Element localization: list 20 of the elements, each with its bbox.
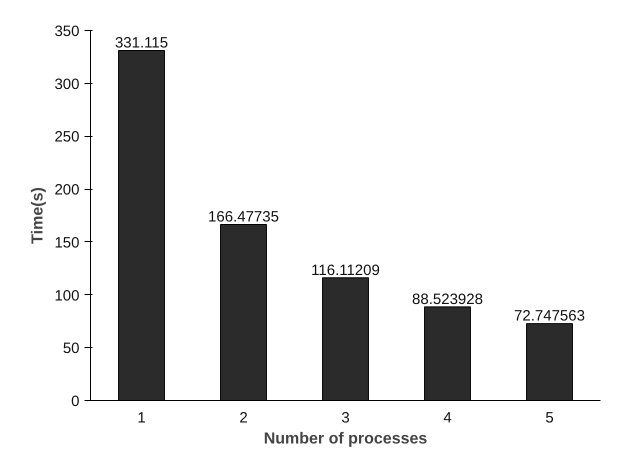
y-tick-label: 100 [54, 287, 80, 304]
y-tick-label: 0 [71, 393, 80, 410]
data-label: 166.47735 [208, 208, 279, 226]
x-tick-label: 4 [443, 410, 452, 426]
x-tick-label: 2 [239, 410, 248, 426]
data-label: 331.115 [114, 34, 168, 52]
data-label: 116.11209 [311, 262, 380, 279]
y-tick-label: 350 [54, 23, 80, 40]
data-label: 88.523928 [412, 290, 483, 308]
y-tick-label: 300 [54, 76, 80, 93]
x-tick-label: 1 [137, 410, 146, 426]
x-tick-label: 5 [545, 410, 554, 426]
x-axis-title: Number of processes [264, 430, 428, 448]
data-label: 72.747563 [514, 308, 585, 325]
y-tick-label: 50 [62, 340, 80, 358]
x-tick-label: 3 [341, 410, 350, 426]
y-axis-title: Time(s) [29, 187, 46, 244]
y-tick-label: 250 [54, 128, 80, 146]
y-tick-label: 200 [54, 182, 80, 199]
y-tick-label: 150 [54, 234, 80, 252]
